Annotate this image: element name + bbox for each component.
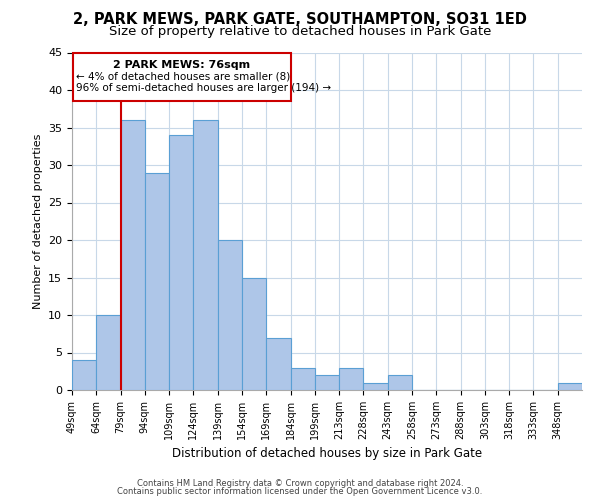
Text: 96% of semi-detached houses are larger (194) →: 96% of semi-detached houses are larger (… [76, 83, 331, 93]
Text: Contains HM Land Registry data © Crown copyright and database right 2024.: Contains HM Land Registry data © Crown c… [137, 478, 463, 488]
Bar [266, 338, 290, 390]
Bar [339, 368, 364, 390]
Bar [72, 360, 96, 390]
Bar [364, 382, 388, 390]
Text: 2 PARK MEWS: 76sqm: 2 PARK MEWS: 76sqm [113, 60, 250, 70]
Text: Size of property relative to detached houses in Park Gate: Size of property relative to detached ho… [109, 25, 491, 38]
Bar [558, 382, 582, 390]
FancyBboxPatch shape [73, 52, 290, 101]
Bar [218, 240, 242, 390]
Y-axis label: Number of detached properties: Number of detached properties [32, 134, 43, 309]
Bar [388, 375, 412, 390]
X-axis label: Distribution of detached houses by size in Park Gate: Distribution of detached houses by size … [172, 448, 482, 460]
Text: 2, PARK MEWS, PARK GATE, SOUTHAMPTON, SO31 1ED: 2, PARK MEWS, PARK GATE, SOUTHAMPTON, SO… [73, 12, 527, 28]
Text: ← 4% of detached houses are smaller (8): ← 4% of detached houses are smaller (8) [76, 71, 290, 81]
Bar [169, 135, 193, 390]
Bar [290, 368, 315, 390]
Bar [193, 120, 218, 390]
Bar [242, 278, 266, 390]
Text: Contains public sector information licensed under the Open Government Licence v3: Contains public sector information licen… [118, 487, 482, 496]
Bar [96, 315, 121, 390]
Bar [121, 120, 145, 390]
Bar [145, 172, 169, 390]
Bar [315, 375, 339, 390]
